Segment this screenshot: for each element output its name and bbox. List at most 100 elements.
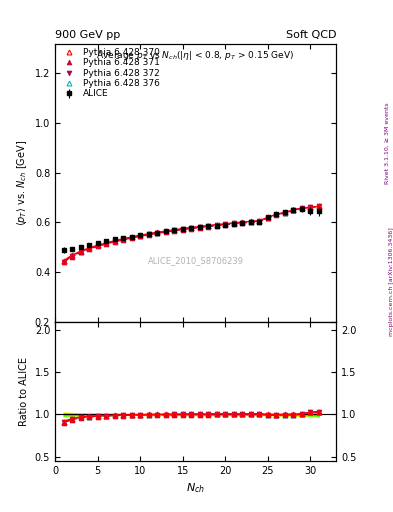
Pythia 6.428 372 — [138, 232, 143, 239]
Pythia 6.428 370 — [163, 228, 168, 234]
Pythia 6.428 371 — [189, 225, 194, 231]
Pythia 6.428 371 — [197, 224, 202, 230]
Text: 900 GeV pp: 900 GeV pp — [55, 30, 120, 40]
Pythia 6.428 372 — [231, 220, 236, 226]
Pythia 6.428 371 — [223, 222, 228, 228]
Pythia 6.428 376 — [95, 242, 100, 248]
Pythia 6.428 370 — [240, 219, 245, 225]
Pythia 6.428 376 — [189, 225, 194, 231]
Pythia 6.428 376 — [197, 224, 202, 230]
Pythia 6.428 370 — [291, 207, 296, 213]
Pythia 6.428 372 — [240, 220, 245, 226]
Pythia 6.428 371 — [70, 253, 74, 260]
Pythia 6.428 372 — [291, 207, 296, 214]
Pythia 6.428 376 — [291, 207, 296, 214]
Pythia 6.428 371 — [95, 243, 100, 249]
Pythia 6.428 371 — [121, 237, 125, 243]
Pythia 6.428 370 — [283, 209, 287, 216]
Pythia 6.428 372 — [70, 253, 74, 259]
Line: Pythia 6.428 370: Pythia 6.428 370 — [61, 204, 321, 263]
Pythia 6.428 371 — [215, 223, 219, 229]
Pythia 6.428 370 — [70, 252, 74, 258]
Pythia 6.428 376 — [240, 219, 245, 225]
Pythia 6.428 372 — [163, 228, 168, 234]
Pythia 6.428 372 — [121, 237, 125, 243]
Y-axis label: $\langle p_T \rangle$ vs. $N_{ch}$ [GeV]: $\langle p_T \rangle$ vs. $N_{ch}$ [GeV] — [15, 139, 29, 226]
Pythia 6.428 371 — [266, 215, 270, 221]
Pythia 6.428 372 — [206, 223, 211, 229]
Pythia 6.428 376 — [163, 228, 168, 234]
Pythia 6.428 372 — [146, 231, 151, 238]
Pythia 6.428 370 — [189, 224, 194, 230]
Pythia 6.428 376 — [266, 215, 270, 221]
Pythia 6.428 370 — [257, 218, 262, 224]
Pythia 6.428 372 — [189, 225, 194, 231]
X-axis label: $N_{ch}$: $N_{ch}$ — [186, 481, 205, 495]
Pythia 6.428 372 — [223, 221, 228, 227]
Pythia 6.428 370 — [317, 203, 321, 209]
Pythia 6.428 376 — [180, 226, 185, 232]
Pythia 6.428 376 — [283, 209, 287, 216]
Pythia 6.428 371 — [104, 241, 108, 247]
Pythia 6.428 371 — [138, 233, 143, 239]
Pythia 6.428 371 — [283, 210, 287, 216]
Pythia 6.428 370 — [61, 258, 66, 264]
Pythia 6.428 376 — [78, 249, 83, 255]
Pythia 6.428 372 — [129, 234, 134, 241]
Pythia 6.428 370 — [95, 242, 100, 248]
Pythia 6.428 372 — [172, 227, 176, 233]
Pythia 6.428 376 — [87, 245, 92, 251]
Pythia 6.428 372 — [180, 226, 185, 232]
Pythia 6.428 372 — [266, 215, 270, 221]
Pythia 6.428 372 — [283, 209, 287, 216]
Pythia 6.428 376 — [317, 203, 321, 209]
Pythia 6.428 370 — [146, 231, 151, 237]
Pythia 6.428 376 — [299, 205, 304, 211]
Pythia 6.428 370 — [129, 234, 134, 240]
Pythia 6.428 376 — [155, 229, 160, 236]
Pythia 6.428 370 — [231, 220, 236, 226]
Pythia 6.428 370 — [215, 222, 219, 228]
Pythia 6.428 370 — [180, 225, 185, 231]
Pythia 6.428 372 — [274, 211, 279, 218]
Line: Pythia 6.428 372: Pythia 6.428 372 — [61, 204, 321, 264]
Pythia 6.428 372 — [248, 219, 253, 225]
Pythia 6.428 371 — [240, 220, 245, 226]
Pythia 6.428 371 — [180, 226, 185, 232]
Pythia 6.428 371 — [308, 204, 313, 210]
Pythia 6.428 376 — [308, 204, 313, 210]
Pythia 6.428 376 — [206, 223, 211, 229]
Text: Average $p_T$ vs $N_{ch}$(|$\eta$| < 0.8, $p_T$ > 0.15 GeV): Average $p_T$ vs $N_{ch}$(|$\eta$| < 0.8… — [97, 49, 294, 62]
Pythia 6.428 370 — [155, 229, 160, 236]
Pythia 6.428 376 — [129, 234, 134, 240]
Pythia 6.428 376 — [257, 218, 262, 224]
Pythia 6.428 370 — [274, 211, 279, 217]
Pythia 6.428 376 — [121, 236, 125, 242]
Text: Rivet 3.1.10, ≥ 3M events: Rivet 3.1.10, ≥ 3M events — [385, 102, 389, 184]
Pythia 6.428 372 — [104, 241, 108, 247]
Pythia 6.428 371 — [317, 203, 321, 209]
Pythia 6.428 372 — [112, 238, 117, 244]
Pythia 6.428 372 — [87, 246, 92, 252]
Pythia 6.428 372 — [61, 259, 66, 265]
Pythia 6.428 376 — [223, 221, 228, 227]
Pythia 6.428 370 — [266, 215, 270, 221]
Pythia 6.428 370 — [104, 240, 108, 246]
Text: mcplots.cern.ch [arXiv:1306.3436]: mcplots.cern.ch [arXiv:1306.3436] — [389, 227, 393, 336]
Pythia 6.428 376 — [138, 232, 143, 239]
Pythia 6.428 371 — [248, 219, 253, 225]
Pythia 6.428 371 — [231, 221, 236, 227]
Pythia 6.428 372 — [308, 204, 313, 210]
Pythia 6.428 371 — [172, 228, 176, 234]
Pythia 6.428 371 — [129, 235, 134, 241]
Pythia 6.428 371 — [291, 207, 296, 214]
Pythia 6.428 371 — [146, 232, 151, 238]
Pythia 6.428 370 — [308, 204, 313, 210]
Line: Pythia 6.428 376: Pythia 6.428 376 — [61, 204, 321, 264]
Pythia 6.428 370 — [223, 221, 228, 227]
Pythia 6.428 370 — [248, 218, 253, 224]
Pythia 6.428 372 — [317, 203, 321, 209]
Pythia 6.428 376 — [248, 219, 253, 225]
Pythia 6.428 376 — [104, 240, 108, 246]
Pythia 6.428 376 — [112, 238, 117, 244]
